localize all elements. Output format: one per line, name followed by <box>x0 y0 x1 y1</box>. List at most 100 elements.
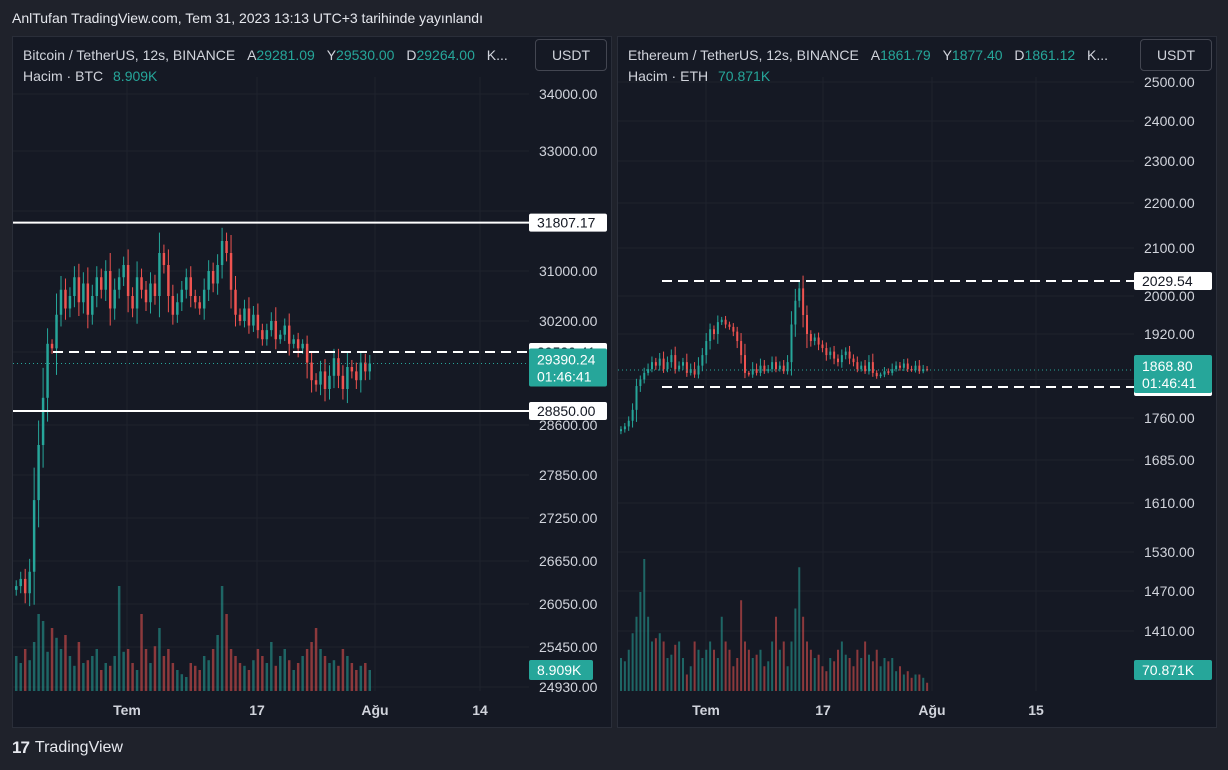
btc-y-tick-label: 26650.00 <box>539 553 598 569</box>
eth-candle-body <box>658 358 661 366</box>
eth-volume-bar <box>658 633 661 691</box>
eth-candle-body <box>674 355 677 370</box>
eth-volume-bar <box>871 661 874 691</box>
eth-candle-body <box>887 371 890 373</box>
btc-volume-bar <box>108 665 112 691</box>
btc-candle-body <box>64 289 67 309</box>
eth-candle-body <box>654 362 657 366</box>
btc-volume-bar <box>73 665 76 691</box>
btc-candle-body <box>135 277 139 309</box>
btc-volume-bar <box>167 649 170 691</box>
btc-volume-bar <box>364 663 367 691</box>
btc-candle-body <box>283 325 286 335</box>
eth-volume-bar <box>732 666 735 691</box>
btc-candle-body <box>319 371 322 385</box>
eth-volume-bar <box>782 641 785 691</box>
eth-candle-body <box>833 351 836 359</box>
eth-high-value: 1877.40 <box>951 47 1003 63</box>
eth-volume-bar <box>716 658 719 691</box>
btc-volume-bar <box>368 670 371 691</box>
eth-volume-bar <box>623 661 626 691</box>
eth-candle-body <box>728 324 731 327</box>
btc-x-tick-label: Tem <box>113 702 141 718</box>
eth-volume-bar <box>736 658 739 691</box>
btc-chart-panel[interactable]: 34000.00 33000.00 31000.00 30200.00 28600.00… <box>12 36 612 728</box>
eth-x-tick-label: 17 <box>815 702 831 718</box>
eth-volume-bar <box>697 649 700 691</box>
eth-y-tick-label: 1760.00 <box>1144 410 1195 426</box>
eth-volume-bar <box>922 677 925 691</box>
btc-volume-bar <box>274 665 278 691</box>
btc-currency-button[interactable]: USDT <box>535 39 607 71</box>
btc-candle-body <box>346 366 349 389</box>
btc-candle-body <box>77 277 81 303</box>
btc-candle-body <box>261 330 264 340</box>
eth-high-label: Y <box>942 47 952 63</box>
eth-candle-body <box>864 365 867 372</box>
eth-volume-bar <box>817 654 820 691</box>
btc-candle-body <box>220 241 224 265</box>
btc-volume-bar <box>19 663 22 691</box>
btc-open-label: A <box>247 47 257 63</box>
footer-brand: TradingView <box>34 739 123 756</box>
eth-volume-axis-label: 70.871K <box>1142 662 1195 678</box>
eth-chart-panel[interactable]: 2500.00 2400.00 2300.00 2200.00 2100.00 2000.… <box>617 36 1217 728</box>
btc-y-tick-label: 25450.00 <box>539 639 598 655</box>
eth-volume-bar <box>693 641 696 691</box>
btc-volume-bar <box>50 628 54 691</box>
btc-volume-bar <box>140 614 143 691</box>
eth-candle-body <box>868 362 870 372</box>
eth-candle-body <box>806 315 808 334</box>
eth-chart[interactable]: 2500.00 2400.00 2300.00 2200.00 2100.00 2000.… <box>618 37 1216 727</box>
eth-volume-bar <box>798 567 801 691</box>
btc-volume-label[interactable]: Hacim · BTC <box>23 68 104 84</box>
eth-symbol[interactable]: Ethereum / TetherUS, 12s, BINANCE <box>628 47 859 63</box>
btc-chart[interactable]: 34000.00 33000.00 31000.00 30200.00 28600.00… <box>13 37 611 727</box>
eth-volume-bar <box>844 654 847 691</box>
btc-candle-body <box>305 343 309 363</box>
eth-candle-body <box>914 365 917 371</box>
btc-candle-body <box>144 289 148 303</box>
btc-volume-bar <box>346 656 349 691</box>
published-header: AnlTufan TradingView.com, Tem 31, 2023 1… <box>12 10 483 26</box>
btc-volume-bar <box>229 649 233 691</box>
eth-volume-bar <box>651 641 653 691</box>
eth-currency-button[interactable]: USDT <box>1140 39 1212 71</box>
btc-candle-body <box>287 325 291 344</box>
eth-candle-body <box>809 334 812 342</box>
btc-candle-body <box>194 296 197 303</box>
eth-level-label-bg <box>1134 272 1212 290</box>
btc-high-value: 29530.00 <box>336 47 395 63</box>
eth-countdown: 01:46:41 <box>1142 375 1197 391</box>
btc-candle-body <box>355 371 358 381</box>
eth-candle-body <box>763 365 766 372</box>
btc-volume-bar <box>55 637 58 691</box>
btc-candle-body <box>15 586 18 590</box>
eth-volume-bar <box>647 616 650 691</box>
btc-volume-bar <box>216 635 219 691</box>
eth-volume-bar <box>705 649 708 691</box>
eth-volume-bar <box>879 666 882 691</box>
btc-y-tick-label: 26050.00 <box>539 596 598 612</box>
eth-candle-body <box>879 374 882 377</box>
eth-candle-body <box>623 426 626 430</box>
btc-volume-bar <box>100 670 103 691</box>
eth-volume-bar <box>678 641 681 691</box>
btc-candle-body <box>19 578 22 587</box>
btc-volume-bar <box>202 656 206 691</box>
eth-volume-bar <box>860 658 863 691</box>
btc-volume-bar <box>32 642 36 691</box>
btc-candle-body <box>364 362 367 372</box>
btc-volume-bar <box>279 656 282 691</box>
eth-volume-bar <box>643 559 646 691</box>
eth-y-tick-label: 2100.00 <box>1144 240 1195 256</box>
btc-symbol[interactable]: Bitcoin / TetherUS, 12s, BINANCE <box>23 47 236 63</box>
btc-candle-body <box>37 445 40 501</box>
eth-volume-label[interactable]: Hacim · ETH <box>628 68 709 84</box>
btc-y-tick-label: 33000.00 <box>539 143 598 159</box>
btc-candle-body <box>100 277 103 290</box>
eth-candle-body <box>701 355 704 366</box>
btc-candle-body <box>41 397 45 445</box>
btc-volume-bar <box>59 649 63 691</box>
eth-y-tick-label: 1470.00 <box>1144 583 1195 599</box>
